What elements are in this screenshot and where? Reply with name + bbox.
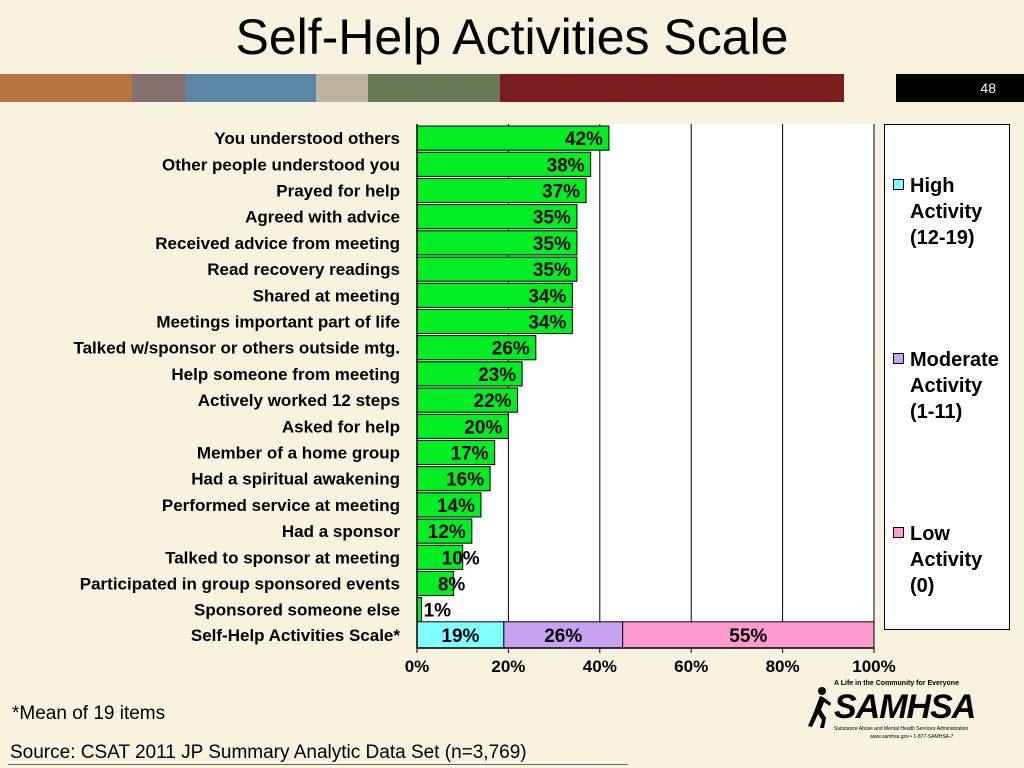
category-label: Sponsored someone else [194,601,400,620]
bar-chart: 42% You understood others 38% Other people … [73,124,896,676]
stripe-segment [132,74,186,102]
category-label: Had a sponsor [282,522,400,541]
bar [416,492,482,518]
bar [416,439,496,466]
category-label: Self-Help Activities Scale* [191,626,401,645]
footnote: *Mean of 19 items [12,703,166,724]
bar [416,230,578,256]
category-label: Other people understood you [162,155,400,174]
logo-name: SAMHSA [834,688,976,726]
legend-swatch-low [893,527,904,538]
bar-value-label: 14% [437,496,475,517]
stacked-value-label: 26% [544,626,582,647]
logo-tagline: A Life in the Community for Everyone [834,680,959,687]
bar-value-label: 35% [533,208,571,229]
stacked-value-label: 55% [729,626,767,647]
bar [416,361,523,387]
bar [416,204,578,230]
bar-value-label: 12% [428,522,466,543]
source-note: Source: CSAT 2011 JP Summary Analytic Da… [10,742,527,763]
bar-value-label: 16% [446,470,484,491]
running-figure-icon [808,687,831,728]
x-tick-label: 60% [674,657,708,676]
bar-value-label: 35% [533,260,571,281]
category-label: Received advice from meeting [155,234,400,253]
category-label: Meetings important part of life [156,313,400,332]
color-stripe [0,74,1024,102]
logo-url: www.samhsa.gov • 1-877-SAMHSA-7 [870,734,954,740]
x-tick-label: 40% [583,657,617,676]
bar-value-label: 37% [542,182,580,203]
bar-value-label: 42% [565,129,603,150]
x-tick-label: 80% [766,657,800,676]
category-label: Prayed for help [276,182,400,201]
slide-title: Self-Help Activities Scale [235,9,789,65]
category-label: Talked to sponsor at meeting [165,548,400,567]
stripe-segment [368,74,500,102]
category-label: You understood others [214,129,400,148]
bar [416,466,491,492]
legend-swatch-high [893,179,904,190]
bar-value-label: 23% [478,365,516,386]
category-label: Had a spiritual awakening [191,470,400,489]
bar [416,518,473,544]
stripe-segment [844,74,896,102]
bar [416,308,573,335]
bar-value-label: 22% [474,391,512,412]
bar [416,413,509,439]
page-number: 48 [896,74,1024,102]
logo-subtitle: Substance Abuse and Mental Health Servic… [834,726,969,732]
stacked-value-label: 19% [441,626,479,647]
bar [416,544,464,570]
legend-swatch-moderate [893,353,904,364]
category-label: Performed service at meeting [162,496,400,515]
bar-value-label: 8% [438,575,466,596]
stripe-segment [500,74,844,102]
legend-label-high: High Activity (12-19) [910,175,983,249]
stripe-segment [186,74,316,102]
x-tick-label: 20% [491,657,525,676]
bar-value-label: 35% [533,234,571,255]
stripe-segment [316,74,368,102]
bar-value-label: 38% [547,155,585,176]
source-divider [8,764,628,765]
stacked-segment [503,621,624,649]
bar-value-label: 34% [528,286,566,307]
category-label: Participated in group sponsored events [80,575,400,594]
bar-value-label: 20% [464,417,502,438]
category-label: Member of a home group [197,444,400,463]
category-label: Asked for help [282,417,400,436]
bar [416,125,610,151]
category-label: Read recovery readings [207,260,400,279]
category-label: Talked w/sponsor or others outside mtg. [73,339,400,358]
category-label: Shared at meeting [253,286,400,305]
bar [416,177,587,204]
legend-label-moderate: Moderate Activity (1-11) [910,349,999,423]
chart-legend: High Activity (12-19) Moderate Activity … [884,124,1010,630]
bar-value-label: 17% [451,444,489,465]
bar [416,335,537,361]
bar [416,256,578,282]
bar [416,151,592,177]
bar-value-label: 34% [528,313,566,334]
bar [416,387,519,413]
samhsa-logo: A Life in the Community for Everyone SAM… [806,680,976,742]
bar-value-label: 10% [442,548,480,569]
category-label: Agreed with advice [245,208,400,227]
bar-value-label: 1% [424,601,452,622]
category-label: Help someone from meeting [171,365,400,384]
stripe-segment [0,74,132,102]
legend-label-low: Low Activity (0) [910,523,983,597]
x-tick-label: 0% [405,657,430,676]
x-tick-label: 100% [852,657,895,676]
category-label: Actively worked 12 steps [198,391,400,410]
bar-value-label: 26% [492,339,530,360]
